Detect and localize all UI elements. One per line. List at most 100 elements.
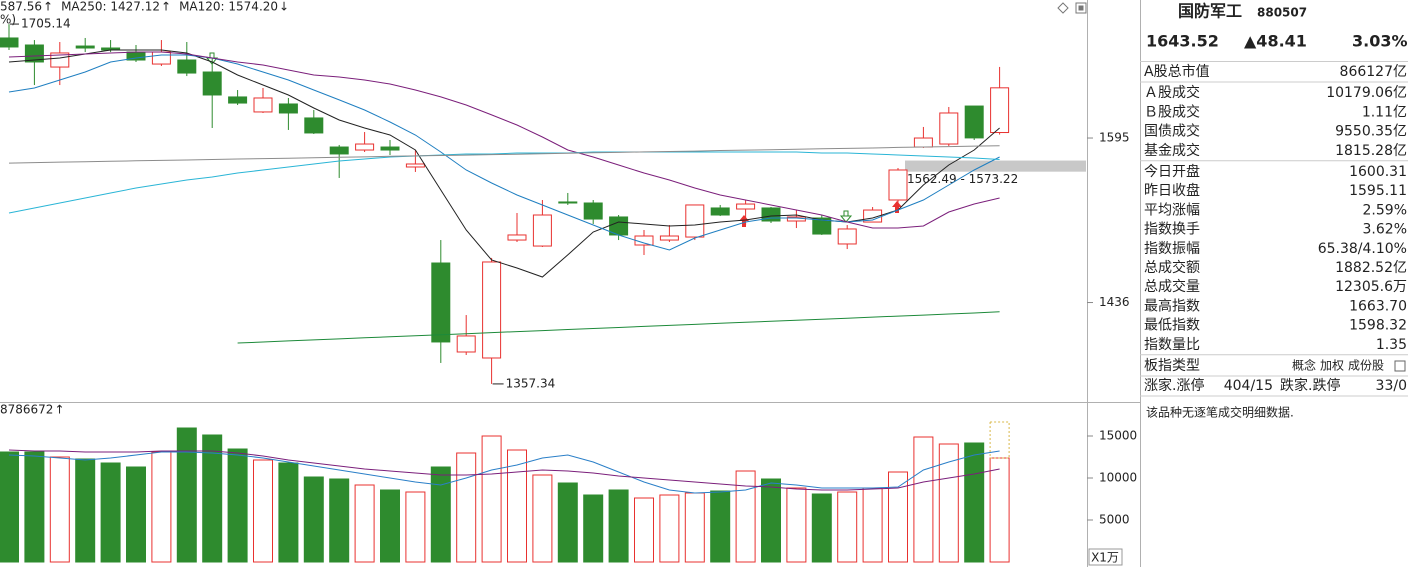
row-value: 10179.06亿 — [1326, 85, 1407, 101]
panel-note: 该品种无逐笔成交明细数据. — [1146, 405, 1294, 420]
volume-bar — [710, 490, 731, 563]
legend-arrow: ↓ — [279, 0, 289, 14]
candle-body — [456, 335, 476, 353]
volume-bar — [227, 448, 248, 563]
type-icon[interactable] — [1394, 360, 1406, 372]
candle-body — [659, 235, 679, 241]
toolbar-icon — [1078, 5, 1084, 11]
row-value: 1.35 — [1376, 337, 1407, 353]
price-change-pct: 3.03% — [1352, 32, 1408, 51]
breadth-value: 33/0 — [1376, 378, 1407, 394]
volume-bar — [811, 493, 832, 563]
candle-body — [253, 97, 273, 113]
index-name: 国防军工 — [1178, 2, 1242, 21]
candle-body — [812, 217, 832, 235]
candle-body — [304, 117, 324, 134]
toolbar-icon[interactable] — [1075, 2, 1087, 14]
type-option[interactable]: 概念 — [1292, 358, 1316, 373]
candle-body — [24, 44, 44, 63]
row-label: Ａ股成交 — [1144, 84, 1200, 101]
volume-bar — [75, 458, 96, 563]
legend-entry: 587.56 — [0, 0, 42, 14]
volume-bar — [913, 436, 934, 563]
row-label: 板指类型 — [1144, 358, 1200, 374]
y-tick-label: 1595 — [1099, 131, 1130, 145]
row-label: 今日开盘 — [1144, 163, 1200, 180]
volume-bar — [938, 443, 959, 563]
volume-bar — [786, 487, 807, 563]
row-value: 1815.28亿 — [1335, 143, 1407, 159]
ma-line — [8, 54, 1000, 251]
candle-body — [278, 103, 298, 114]
volume-bar — [659, 494, 680, 563]
volume-bar — [49, 456, 70, 563]
candle-body — [964, 105, 984, 139]
volume-bar — [126, 466, 146, 563]
candle-body — [75, 45, 95, 49]
candle-body — [431, 262, 451, 343]
volume-bar — [964, 442, 985, 563]
row-label: A股总市值 — [1144, 63, 1210, 80]
row-label: 平均涨幅 — [1144, 202, 1200, 218]
candle-body — [939, 112, 959, 145]
candle-body — [583, 202, 603, 220]
row-value: 2.59% — [1363, 202, 1407, 218]
volume-bar — [583, 494, 604, 563]
candle-body — [913, 137, 933, 148]
volume-bar — [481, 435, 502, 563]
low-label: 1357.34 — [506, 376, 556, 390]
volume-bar — [100, 462, 121, 563]
ma-line — [237, 311, 1000, 344]
volume-bar — [557, 482, 578, 563]
candle-body — [202, 71, 222, 96]
ma-line — [8, 51, 1000, 229]
breadth-value: 404/15 — [1224, 378, 1273, 394]
row-label: Ｂ股成交 — [1144, 103, 1200, 120]
breadth-label: 涨家.涨停 — [1144, 377, 1204, 394]
row-label: 指数振幅 — [1144, 241, 1200, 257]
row-value: 9550.35亿 — [1335, 124, 1407, 140]
high-label: 1705.14 — [21, 17, 71, 31]
ma-line — [8, 145, 1000, 164]
row-value: 65.38/4.10% — [1318, 241, 1407, 257]
legend-entry: 8786672 — [0, 403, 53, 417]
row-value: 1663.70 — [1349, 298, 1407, 314]
volume-bar — [151, 451, 172, 563]
volume-bar — [405, 491, 426, 563]
toolbar-icon[interactable] — [1057, 2, 1069, 14]
type-option[interactable]: 成份股 — [1348, 359, 1384, 373]
row-value: 12305.6万 — [1335, 279, 1407, 295]
volume-bar — [430, 466, 451, 563]
volume-bar — [888, 471, 908, 563]
candle-body — [685, 204, 705, 238]
row-label: 昨日收盘 — [1144, 182, 1200, 199]
row-value: 1.11亿 — [1362, 104, 1407, 120]
volume-bar — [278, 462, 299, 563]
ma-line — [8, 449, 1000, 491]
volume-bar — [303, 476, 324, 563]
row-label: 总成交额 — [1144, 259, 1200, 276]
breadth-label: 跌家.跌停 — [1280, 377, 1340, 394]
volume-unit: X1万 — [1091, 551, 1119, 565]
type-option[interactable]: 加权 — [1320, 359, 1344, 373]
candle-body — [507, 234, 527, 241]
candle-body — [710, 207, 730, 216]
volume-bar — [329, 478, 350, 563]
candle-body — [355, 143, 375, 151]
row-label: 总成交量 — [1144, 278, 1200, 295]
gap-band — [905, 160, 1086, 172]
row-label: 基金成交 — [1144, 142, 1200, 159]
y-tick-label: 15000 — [1099, 429, 1137, 443]
row-value: 1595.11 — [1349, 183, 1407, 199]
row-label: 指数换手 — [1144, 221, 1200, 238]
last-price: 1643.52 — [1146, 32, 1219, 51]
volume-bar — [684, 492, 705, 563]
candle-body — [532, 214, 552, 247]
candle-body — [380, 146, 400, 151]
row-label: 最高指数 — [1144, 297, 1200, 314]
ma-line — [8, 450, 1000, 494]
candle-body — [837, 228, 857, 245]
row-value: 1882.52亿 — [1335, 260, 1407, 276]
